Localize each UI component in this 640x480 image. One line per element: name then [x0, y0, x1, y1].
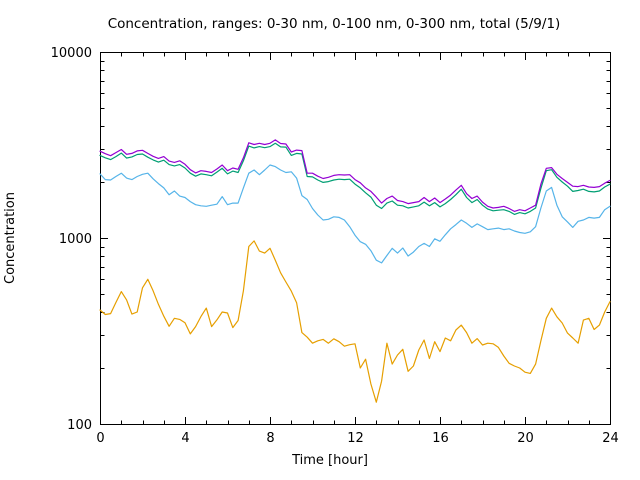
x-tick-label: 4	[181, 431, 189, 446]
series-line-0-30-nm	[99, 240, 611, 403]
x-tick-label: 0	[96, 431, 104, 446]
x-tick-label: 24	[602, 431, 619, 446]
series-line-0-300-nm	[99, 142, 611, 215]
plot-border	[100, 52, 611, 425]
chart-title: Concentration, ranges: 0-30 nm, 0-100 nm…	[108, 16, 561, 32]
x-tick-label: 20	[517, 431, 534, 446]
y-tick-label: 1000	[59, 232, 92, 247]
x-tick-label: 8	[266, 431, 274, 446]
series-line-total	[99, 139, 611, 212]
y-tick-label: 100	[67, 418, 92, 433]
y-axis-title: Concentration	[3, 192, 18, 284]
x-tick-label: 12	[347, 431, 364, 446]
x-tick-label: 16	[432, 431, 449, 446]
x-axis-title: Time [hour]	[291, 453, 368, 468]
y-tick-label: 10000	[51, 46, 92, 61]
series-line-0-100-nm	[99, 164, 611, 264]
